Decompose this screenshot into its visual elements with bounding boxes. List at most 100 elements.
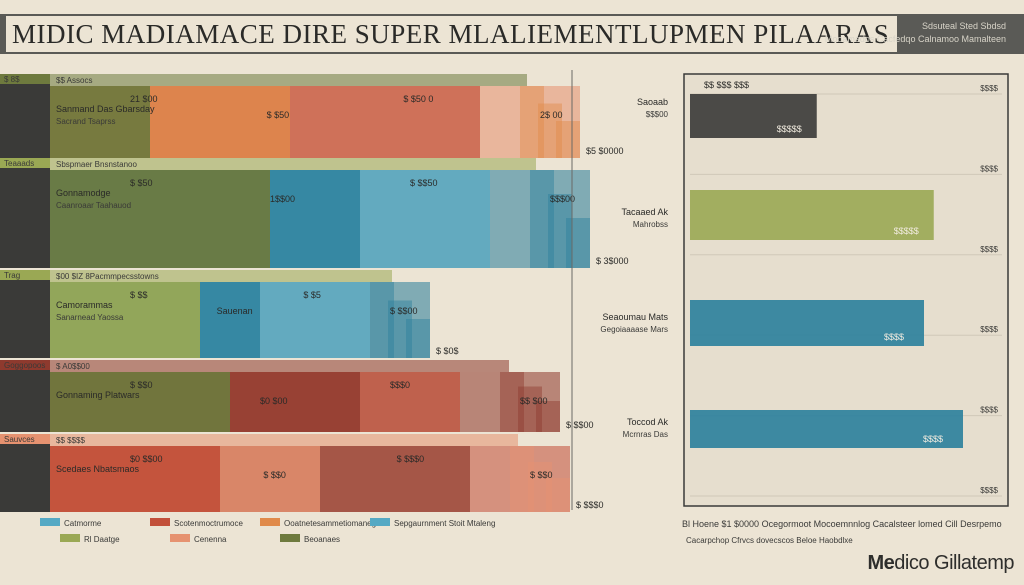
bar-step: [520, 86, 544, 158]
annotation-label: Saoaab: [637, 97, 668, 107]
group-side-band: [0, 434, 50, 444]
group-side-sublabel: Caanroaar Taahauod: [56, 201, 131, 210]
legend-swatch: [60, 534, 80, 542]
bar: [690, 94, 817, 138]
data-label: $ $5: [303, 290, 321, 300]
bar: [690, 410, 963, 448]
group-side-panel: [0, 270, 50, 358]
bar-step: [536, 401, 560, 432]
data-label: $ $$0: [263, 470, 286, 480]
group-header-band: [50, 74, 527, 86]
legend-label: Scotenmoctrumoce: [174, 519, 243, 528]
group-top-label: $ 8$: [4, 75, 20, 84]
data-label: $ $$: [130, 290, 148, 300]
right-chart-title: $$ $$$ $$$: [704, 80, 749, 90]
subtitle-line-2: Mooamados Cacfedqo Calnamoo Mamalteen: [824, 34, 1006, 44]
legend-swatch: [40, 518, 60, 526]
group-side-label: Gonnaming Platwars: [56, 390, 140, 400]
group-end-label: $ $$00: [566, 420, 594, 430]
data-label: $0 $00: [260, 396, 288, 406]
data-label: $ $50: [130, 178, 153, 188]
bar: [690, 190, 934, 240]
legend-swatch: [260, 518, 280, 526]
group-header-band: [50, 434, 518, 446]
legend-label: Catmorme: [64, 519, 102, 528]
bar: [50, 86, 150, 158]
group-side-band: [0, 360, 50, 370]
group-top-label: Sauvces: [4, 435, 35, 444]
bar: [50, 170, 270, 268]
tick-label: $$$$: [980, 245, 998, 254]
chart-title: MIDIC MADIAMACE DIRE SUPER MLALIEMENTLUP…: [6, 16, 898, 52]
annotation-label: Tacaaed Ak: [621, 207, 668, 217]
data-label: $$$$$: [894, 226, 919, 236]
group-header-label: $ A0$$00: [56, 362, 90, 371]
data-label: $ $$00: [390, 306, 418, 316]
bar-step: [528, 462, 552, 512]
data-label: $$$00: [550, 194, 575, 204]
data-label: $$$$: [884, 332, 904, 342]
data-label: $ $50: [267, 110, 290, 120]
bar: [50, 282, 200, 358]
data-label: $ $$0: [130, 380, 153, 390]
legend-swatch: [280, 534, 300, 542]
legend-label: Ooatnetesammetiomanegit: [284, 519, 381, 528]
bar-step: [556, 121, 580, 158]
data-label: $$$0: [390, 380, 410, 390]
data-label: 21 $00: [130, 94, 158, 104]
group-side-panel: [0, 434, 50, 512]
group-header-label: $$ Assocs: [56, 76, 92, 85]
brand-logo: Medico Gillatemp: [867, 552, 1014, 575]
tick-label: $$$$: [980, 406, 998, 415]
bar-step: [566, 218, 590, 268]
annotation-label: Toccod Ak: [627, 417, 669, 427]
annotation-sublabel: Mahrobss: [633, 220, 668, 229]
group-header-label: $$ $$$$: [56, 436, 85, 445]
group-header-label: $00 $IZ 8Pacmmpecsstowns: [56, 272, 159, 281]
footer-text: Bl Hoene $1 $0000 Ocegormoot Mocoemnnlog…: [682, 519, 1002, 529]
annotation-sublabel: Mcrnras Das: [623, 430, 668, 439]
group-side-band: [0, 270, 50, 280]
annotation-label: Seaoumau Mats: [602, 312, 668, 322]
legend-swatch: [150, 518, 170, 526]
bar-step: [510, 446, 534, 512]
data-label: $ $$50: [410, 178, 438, 188]
group-side-sublabel: Sanarnead Yaossa: [56, 313, 124, 322]
footer-subtext: Cacarpchop Cfrvcs dovecscos Beloe Haobdl…: [686, 536, 853, 545]
bar-step: [548, 194, 572, 268]
group-side-panel: [0, 158, 50, 268]
bar-step: [388, 300, 412, 358]
bar-step: [518, 386, 542, 432]
legend-swatch: [370, 518, 390, 526]
group-side-panel: [0, 74, 50, 158]
legend-label: Beoanaes: [304, 535, 340, 544]
bar-step: [546, 478, 570, 512]
group-top-label: Teaaads: [4, 159, 34, 168]
logo-mark: Me: [867, 552, 895, 574]
tick-label: $$$$: [980, 486, 998, 495]
subtitle-line-1: Sdsuteal Sted Sbdsd: [921, 21, 1006, 31]
bar-step: [500, 372, 524, 432]
data-label: Sauenan: [217, 306, 253, 316]
group-header-band: [50, 270, 392, 282]
group-end-label: $5 $0000: [586, 146, 624, 156]
annotation-sublabel: $$$00: [646, 110, 669, 119]
annotation-sublabel: Gegoiaaaase Mars: [600, 325, 668, 334]
bar: [690, 300, 924, 346]
group-side-label: Scedaes Nbatsmaos: [56, 464, 140, 474]
bar-step: [538, 103, 562, 158]
data-label: $ $$0: [530, 470, 553, 480]
data-label: $ $50 0: [403, 94, 433, 104]
group-end-label: $ $$$0: [576, 500, 604, 510]
legend-label: Rl Daatge: [84, 535, 120, 544]
group-side-panel: [0, 360, 50, 432]
logo-text: dico Gillatemp: [894, 552, 1014, 574]
bar: [50, 446, 220, 512]
bar-step: [530, 170, 554, 268]
data-label: $ $$$0: [397, 454, 425, 464]
tick-label: $$$$: [980, 164, 998, 173]
data-label: $0 $$00: [130, 454, 163, 464]
data-label: $$$$: [923, 434, 943, 444]
data-label: $$ $00: [520, 396, 548, 406]
data-label: $$$$$: [777, 124, 802, 134]
